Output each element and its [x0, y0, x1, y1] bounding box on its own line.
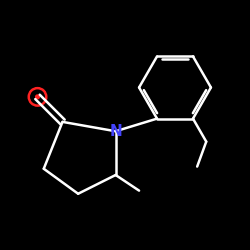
Circle shape: [36, 95, 40, 99]
Text: N: N: [109, 124, 122, 139]
